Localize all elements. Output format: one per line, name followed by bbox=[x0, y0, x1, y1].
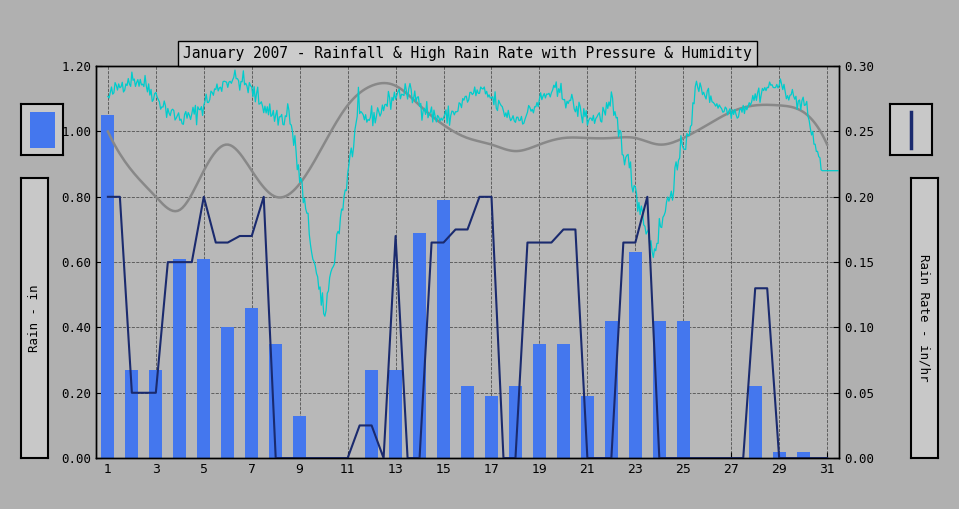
Bar bbox=[222, 327, 234, 458]
Bar bbox=[797, 451, 809, 458]
Bar bbox=[126, 370, 138, 458]
Bar bbox=[389, 370, 402, 458]
Bar bbox=[102, 115, 114, 458]
Text: Rain - in: Rain - in bbox=[28, 285, 41, 352]
Bar bbox=[365, 370, 378, 458]
Bar bbox=[174, 259, 186, 458]
Bar bbox=[150, 370, 162, 458]
Bar bbox=[437, 200, 450, 458]
Bar bbox=[773, 451, 785, 458]
Bar bbox=[30, 112, 55, 148]
Bar bbox=[653, 321, 666, 458]
Bar bbox=[509, 386, 522, 458]
Text: Rain Rate - in/hr: Rain Rate - in/hr bbox=[918, 254, 931, 382]
Bar bbox=[246, 308, 258, 458]
Bar bbox=[461, 386, 474, 458]
Bar bbox=[557, 344, 570, 458]
Bar bbox=[677, 321, 690, 458]
Bar bbox=[581, 396, 594, 458]
Bar bbox=[293, 416, 306, 458]
Bar bbox=[605, 321, 618, 458]
Title: January 2007 - Rainfall & High Rain Rate with Pressure & Humidity: January 2007 - Rainfall & High Rain Rate… bbox=[183, 46, 752, 61]
Bar bbox=[198, 259, 210, 458]
Bar bbox=[269, 344, 282, 458]
Bar bbox=[413, 233, 426, 458]
Bar bbox=[629, 252, 642, 458]
Bar bbox=[485, 396, 498, 458]
Bar bbox=[749, 386, 761, 458]
Bar bbox=[533, 344, 546, 458]
